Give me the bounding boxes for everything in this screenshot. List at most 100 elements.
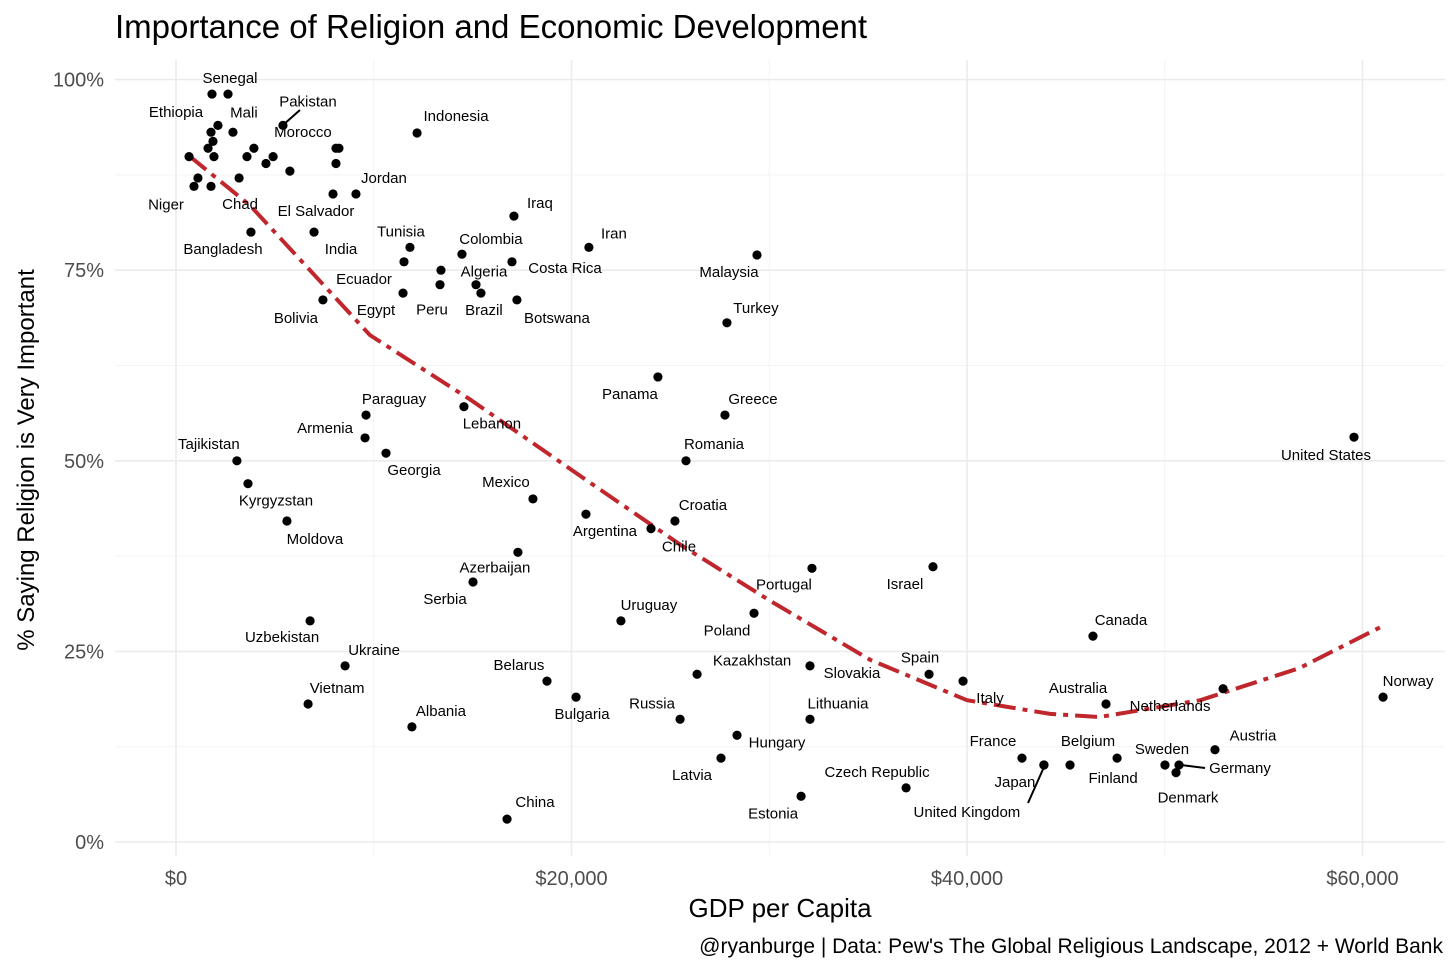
data-point bbox=[528, 494, 538, 504]
point-label: France bbox=[970, 733, 1017, 750]
point-label: Colombia bbox=[459, 231, 523, 248]
x-axis-ticks: $0 $20,000 $40,000 $60,000 bbox=[165, 868, 1399, 890]
point-label: Sweden bbox=[1135, 741, 1189, 758]
data-point bbox=[203, 143, 213, 153]
data-point bbox=[542, 676, 552, 686]
point-label: Uruguay bbox=[621, 597, 678, 614]
data-point bbox=[436, 265, 446, 275]
data-point bbox=[1174, 760, 1184, 770]
y-axis-ticks: 0% 25% 50% 75% 100% bbox=[53, 70, 104, 854]
data-point bbox=[616, 616, 626, 626]
data-point bbox=[412, 128, 422, 138]
data-point bbox=[646, 524, 656, 534]
data-point bbox=[749, 608, 759, 618]
data-point bbox=[732, 730, 742, 740]
data-point bbox=[924, 669, 934, 679]
data-point bbox=[213, 120, 223, 130]
data-point bbox=[722, 318, 732, 328]
chart-title: Importance of Religion and Economic Deve… bbox=[115, 8, 867, 45]
point-label: Hungary bbox=[749, 734, 806, 751]
data-point bbox=[184, 152, 194, 162]
point-label: Finland bbox=[1088, 770, 1137, 787]
data-point bbox=[1160, 760, 1170, 770]
point-label: Greece bbox=[728, 391, 777, 408]
point-label: Albania bbox=[416, 703, 467, 720]
point-label: Brazil bbox=[465, 302, 503, 319]
point-label: India bbox=[325, 241, 358, 258]
data-point bbox=[476, 288, 486, 298]
y-tick-label: 50% bbox=[64, 451, 104, 473]
point-label: Bolivia bbox=[274, 310, 319, 327]
data-point bbox=[407, 722, 417, 732]
x-tick-label: $60,000 bbox=[1326, 868, 1398, 890]
data-point bbox=[571, 692, 581, 702]
point-label: Israel bbox=[887, 576, 924, 593]
point-label: Austria bbox=[1230, 728, 1277, 745]
data-point bbox=[1210, 745, 1220, 755]
point-label: Malaysia bbox=[699, 264, 759, 281]
data-point bbox=[206, 127, 216, 137]
data-point bbox=[361, 410, 371, 420]
data-point bbox=[268, 152, 278, 162]
data-point bbox=[242, 152, 252, 162]
data-point bbox=[309, 227, 319, 237]
data-point bbox=[1065, 760, 1075, 770]
point-label: Vietnam bbox=[310, 680, 365, 697]
point-label: Kazakhstan bbox=[713, 652, 791, 669]
point-label: Portugal bbox=[756, 576, 812, 593]
data-point bbox=[468, 577, 478, 587]
point-label: Slovakia bbox=[824, 665, 881, 682]
point-labels: Senegal Mali Ethiopia Pakistan Morocco Chad Ni… bbox=[148, 70, 1434, 822]
data-point bbox=[1349, 432, 1359, 442]
y-tick-label: 25% bbox=[64, 641, 104, 663]
point-label: Costa Rica bbox=[528, 260, 602, 277]
data-point bbox=[282, 516, 292, 526]
point-label: Croatia bbox=[679, 497, 728, 514]
point-label: Norway bbox=[1383, 673, 1434, 690]
point-label: Bangladesh bbox=[183, 241, 262, 258]
y-axis-label: % Saying Religion is Very Important bbox=[13, 269, 40, 651]
point-label: Belgium bbox=[1061, 733, 1115, 750]
point-label: Tajikistan bbox=[178, 436, 240, 453]
data-point bbox=[512, 295, 522, 305]
data-point bbox=[457, 249, 467, 259]
point-label: El Salvador bbox=[278, 203, 355, 220]
point-label: Kyrgyzstan bbox=[239, 493, 313, 510]
data-point bbox=[261, 158, 271, 169]
point-label: Russia bbox=[629, 695, 676, 712]
data-point bbox=[681, 456, 691, 466]
data-point bbox=[675, 714, 685, 724]
data-point bbox=[243, 479, 253, 489]
data-point bbox=[340, 661, 350, 671]
data-point bbox=[692, 669, 702, 679]
point-label: Mexico bbox=[482, 474, 530, 491]
data-point bbox=[584, 242, 594, 252]
data-point bbox=[1378, 692, 1388, 702]
data-point bbox=[278, 120, 288, 130]
data-point bbox=[1218, 684, 1228, 694]
point-label: Azerbaijan bbox=[459, 559, 530, 576]
data-point bbox=[805, 714, 815, 724]
data-point bbox=[1039, 760, 1049, 770]
label-leaders bbox=[282, 109, 1206, 804]
point-label: China bbox=[515, 794, 555, 811]
x-tick-label: $20,000 bbox=[535, 868, 607, 890]
point-label: Paraguay bbox=[362, 391, 427, 408]
data-point bbox=[228, 127, 238, 137]
point-label: Spain bbox=[901, 649, 939, 666]
point-label: Canada bbox=[1095, 612, 1148, 629]
point-label: United States bbox=[1281, 447, 1371, 464]
data-point bbox=[581, 509, 591, 519]
data-point bbox=[232, 456, 242, 466]
data-point bbox=[398, 288, 408, 298]
point-label: Ecuador bbox=[336, 271, 392, 288]
point-label: Australia bbox=[1049, 680, 1108, 697]
data-point bbox=[720, 410, 730, 420]
point-label: Japan bbox=[994, 774, 1035, 791]
data-point bbox=[928, 562, 938, 572]
data-point bbox=[901, 783, 911, 793]
data-point bbox=[509, 211, 519, 221]
data-point bbox=[399, 257, 409, 267]
data-point bbox=[207, 89, 217, 99]
point-label: Serbia bbox=[423, 591, 467, 608]
